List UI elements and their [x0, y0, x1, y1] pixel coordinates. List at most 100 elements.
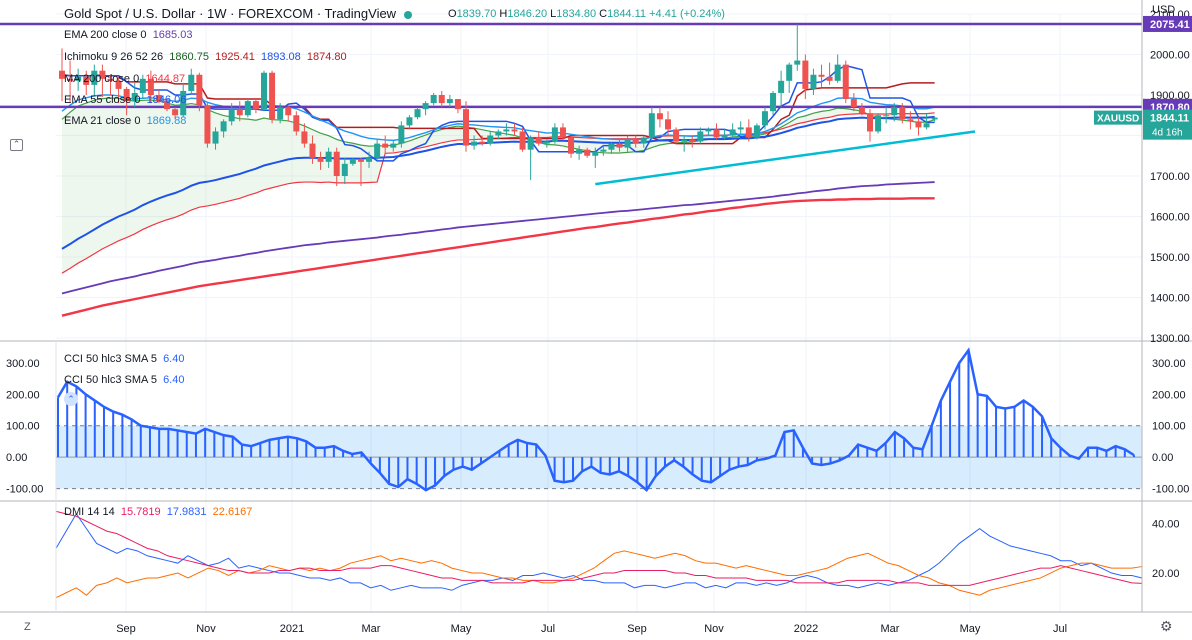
- candle-body: [91, 70, 98, 85]
- candle-body: [309, 143, 316, 158]
- candle-body: [188, 74, 195, 91]
- candle-body: [67, 78, 74, 81]
- legend-ichimoku-v4: 1874.80: [306, 51, 347, 63]
- candle-body: [656, 113, 663, 120]
- candle-body: [761, 111, 768, 126]
- cci-pane: [56, 347, 1142, 493]
- candle-body: [705, 129, 712, 132]
- collapse-legend-icon[interactable]: ⌃: [10, 139, 23, 151]
- candle-body: [770, 92, 777, 112]
- candle-body: [527, 137, 534, 150]
- ema200-line: [61, 181, 935, 295]
- time-tick-label: May: [451, 623, 472, 635]
- low-label: L: [550, 8, 557, 20]
- candle-body: [357, 159, 364, 162]
- candle-body: [543, 141, 550, 144]
- gear-icon[interactable]: ⚙: [1160, 618, 1173, 634]
- badge-hline-top-bg: [1143, 15, 1192, 32]
- candle-body: [737, 127, 744, 130]
- candle-body: [834, 64, 841, 81]
- high-value: 1846.20: [507, 8, 548, 20]
- legend-ema55[interactable]: EMA 55 close 0 1846.06: [64, 93, 186, 107]
- candle-body: [301, 131, 308, 144]
- dmi-pane: [55, 510, 1143, 599]
- candle-body: [713, 129, 720, 138]
- countdown-badge: 4d 16h: [1152, 128, 1183, 139]
- candle-body: [333, 151, 340, 176]
- symbol-badge-bg: [1094, 110, 1142, 125]
- candle-body: [317, 157, 324, 162]
- candle-body: [430, 95, 437, 104]
- cci-line: [56, 347, 1135, 493]
- candle-body: [568, 137, 575, 154]
- legend-ichimoku-v2: 1925.41: [215, 51, 255, 63]
- candle-body: [584, 149, 591, 156]
- legend-dmi-v1: 15.7819: [120, 506, 161, 518]
- candle-body: [689, 139, 696, 142]
- candle-body: [576, 149, 583, 154]
- candle-body: [398, 125, 405, 144]
- symbol-badge: XAUUSD: [1097, 114, 1139, 125]
- legend-ema200[interactable]: EMA 200 close 0 1685.03: [64, 28, 192, 42]
- cci-tick-right: -100.00: [1152, 484, 1189, 496]
- candle-body: [697, 131, 704, 142]
- legend-ema200-value: 1685.03: [152, 29, 193, 41]
- legend-ema21-value: 1869.88: [146, 115, 187, 127]
- low-value: 1834.80: [556, 8, 597, 20]
- legend-cci1-label: CCI 50 hlc3 SMA 5: [64, 353, 157, 365]
- candle-body: [75, 76, 82, 81]
- legend-ema21[interactable]: EMA 21 close 0 1869.88: [64, 114, 186, 128]
- candle-body: [648, 113, 655, 138]
- price-tick-label: 1400.00: [1150, 293, 1190, 305]
- legend-cci-1[interactable]: CCI 50 hlc3 SMA 5 6.40: [64, 352, 184, 366]
- candle-body: [891, 107, 898, 116]
- legend-ichimoku-v3: 1893.08: [260, 51, 301, 63]
- ma200-line: [61, 197, 935, 317]
- ema55-line: [61, 115, 935, 250]
- close-value: 1844.11: [607, 8, 647, 20]
- legend-dmi[interactable]: DMI 14 14 15.7819 17.9831 22.6167: [64, 505, 252, 519]
- candle-body: [818, 74, 825, 77]
- candle-body: [745, 127, 752, 138]
- candle-body: [261, 72, 267, 110]
- currency-label[interactable]: USD: [1152, 4, 1176, 16]
- legend-ema200-label: EMA 200 close 0: [64, 29, 147, 41]
- candle-body: [269, 72, 276, 120]
- legend-ma200[interactable]: MA 200 close 0 1644.87: [64, 72, 185, 86]
- cci-tick-right: 200.00: [1152, 389, 1186, 401]
- candle-body: [180, 90, 187, 116]
- legend-ema21-label: EMA 21 close 0: [64, 115, 141, 127]
- candle-body: [115, 80, 122, 89]
- candle-body: [123, 88, 130, 102]
- legend-ichimoku[interactable]: Ichimoku 9 26 52 26 1860.75 1925.41 1893…: [64, 50, 347, 64]
- cci-tick-left: -100.00: [6, 484, 43, 496]
- timezone-z-button[interactable]: Z: [24, 621, 31, 633]
- symbol-title[interactable]: Gold Spot / U.S. Dollar · 1W · FOREXCOM …: [64, 6, 397, 21]
- candle-body: [778, 80, 785, 93]
- candle-body: [632, 139, 639, 144]
- candle-body: [220, 121, 227, 132]
- candle-body: [608, 143, 615, 150]
- legend-cci2-value: 6.40: [163, 374, 185, 386]
- legend-cci-2[interactable]: CCI 50 hlc3 SMA 5 6.40: [64, 373, 184, 387]
- candle-body: [422, 103, 429, 110]
- time-tick-label: Mar: [362, 623, 381, 635]
- chart-title: Gold Spot / U.S. Dollar · 1W · FOREXCOM …: [64, 6, 418, 21]
- candle-body: [786, 64, 793, 81]
- candle-body: [252, 101, 259, 110]
- candle-body: [616, 143, 623, 148]
- candle-body: [503, 129, 510, 132]
- legend-cci2-label: CCI 50 hlc3 SMA 5: [64, 374, 157, 386]
- candle-body: [907, 119, 914, 122]
- collapse-arrow-icon[interactable]: ⌃: [64, 392, 78, 406]
- candle-body: [681, 139, 688, 142]
- candle-body: [753, 125, 760, 138]
- candle-body: [228, 109, 235, 122]
- time-tick-label: Jul: [1053, 623, 1067, 635]
- candle-body: [366, 157, 373, 162]
- candle-body: [519, 131, 526, 150]
- high-label: H: [499, 8, 508, 20]
- candle-body: [277, 107, 284, 120]
